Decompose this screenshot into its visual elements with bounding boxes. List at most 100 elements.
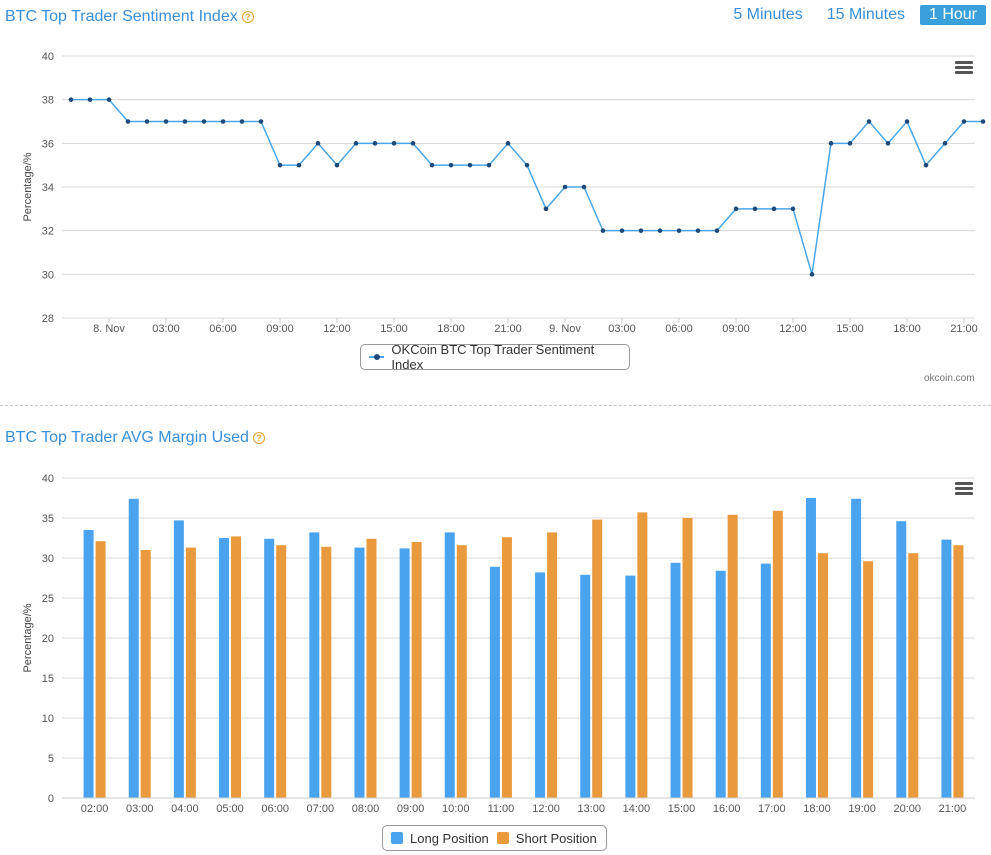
data-point: [619, 228, 625, 233]
short-position-bar: [547, 532, 558, 798]
legend-line-marker-icon: [369, 354, 385, 360]
x-tick-label: 03:00: [608, 323, 636, 335]
x-tick-label: 11:00: [488, 803, 515, 815]
y-tick-label: 10: [42, 713, 54, 725]
y-tick-label: 30: [42, 269, 54, 281]
data-point: [448, 162, 454, 168]
long-position-bar: [128, 498, 139, 798]
y-tick-label: 36: [42, 138, 54, 150]
sentiment-legend[interactable]: OKCoin BTC Top Trader Sentiment Index: [360, 342, 630, 372]
legend-label-short: Short Position: [515, 830, 597, 846]
hamburger-menu-icon[interactable]: [955, 61, 973, 75]
data-point: [980, 119, 986, 124]
y-tick-label: 25: [42, 593, 54, 605]
x-tick-label: 15:00: [836, 323, 864, 335]
short-position-bar: [637, 512, 648, 798]
long-position-bar: [670, 562, 681, 798]
data-point: [524, 162, 530, 168]
short-position-bar: [185, 547, 196, 798]
x-tick-label: 09:00: [722, 323, 750, 335]
short-position-bar: [953, 545, 964, 798]
data-point: [942, 141, 948, 146]
y-axis-label: Percentage/%: [22, 603, 34, 672]
x-tick-label: 13:00: [577, 803, 605, 815]
chart-credit[interactable]: okcoin.com: [924, 373, 975, 384]
data-point: [296, 162, 302, 168]
y-tick-label: 35: [42, 513, 54, 525]
long-position-bar: [896, 521, 907, 798]
short-position-bar: [908, 553, 919, 798]
long-swatch-icon: [391, 832, 403, 844]
data-point: [904, 119, 910, 124]
short-position-bar: [682, 518, 693, 798]
short-swatch-icon: [496, 832, 509, 844]
question-circle-icon[interactable]: ?: [252, 432, 265, 444]
data-point: [885, 141, 891, 146]
x-tick-label: 21:00: [950, 323, 978, 335]
long-position-bar: [354, 547, 365, 798]
x-tick-label: 05:00: [216, 803, 244, 815]
short-position-bar: [411, 542, 422, 798]
data-point: [391, 141, 397, 146]
x-tick-label: 15:00: [380, 323, 408, 335]
y-tick-label: 40: [42, 51, 54, 63]
tab-15-minutes[interactable]: 15 Minutes: [826, 6, 905, 23]
x-tick-label: 06:00: [209, 323, 237, 335]
long-position-bar: [264, 538, 275, 798]
data-point: [695, 228, 701, 233]
data-point: [752, 206, 758, 212]
long-position-bar: [83, 530, 94, 798]
long-position-bar: [715, 570, 726, 798]
margin-bar-chart: 0 5 10 15 20 25 30 35 40 Percentage/% 02:00 03:00 04…: [22, 473, 975, 815]
data-point: [334, 162, 340, 168]
data-point: [866, 119, 872, 124]
long-position-bar: [309, 532, 320, 798]
y-tick-label: 34: [42, 182, 54, 194]
legend-item-long[interactable]: Long Position: [391, 831, 489, 846]
data-point: [87, 97, 93, 102]
y-tick-label: 0: [48, 793, 54, 805]
data-point: [68, 97, 74, 102]
y-tick-label: 20: [42, 633, 54, 645]
x-tick-label: 12:00: [532, 803, 560, 815]
x-tick-label: 04:00: [171, 803, 199, 815]
margin-legend[interactable]: Long Position Short Position: [382, 825, 607, 851]
x-tick-label: 15:00: [668, 803, 696, 815]
legend-item-sentiment[interactable]: OKCoin BTC Top Trader Sentiment Index: [369, 342, 621, 372]
legend-item-short[interactable]: Short Position: [496, 830, 597, 846]
x-tick-label: 18:00: [803, 803, 831, 815]
x-tick-label: 03:00: [152, 323, 180, 335]
data-point: [714, 228, 720, 233]
x-tick-label: 18:00: [893, 323, 921, 335]
long-position-bar: [851, 498, 862, 798]
short-position-bar: [863, 561, 874, 798]
data-point: [163, 119, 169, 124]
data-point: [733, 206, 739, 212]
short-position-bar: [501, 537, 512, 798]
long-position-bar: [535, 572, 546, 798]
tab-1-hour[interactable]: 1 Hour: [919, 5, 986, 25]
x-tick-label: 09:00: [397, 803, 425, 815]
x-tick-label: 03:00: [126, 803, 154, 815]
question-circle-icon[interactable]: ?: [241, 11, 254, 23]
data-point: [429, 162, 435, 168]
x-tick-label: 21:00: [939, 803, 967, 815]
short-position-bar: [140, 550, 151, 798]
short-position-bar: [817, 553, 828, 798]
data-point: [657, 228, 663, 233]
short-position-bar: [592, 519, 603, 798]
x-tick-label: 12:00: [323, 323, 351, 335]
y-tick-label: 30: [42, 553, 54, 565]
data-point: [638, 228, 644, 233]
long-position-bar: [625, 575, 636, 798]
y-tick-label: 38: [42, 95, 54, 107]
tab-5-minutes[interactable]: 5 Minutes: [733, 6, 803, 23]
long-position-bar: [760, 563, 771, 798]
data-point: [771, 206, 777, 212]
data-point: [486, 162, 492, 168]
data-point: [562, 184, 568, 190]
long-position-bar: [173, 520, 184, 798]
hamburger-menu-icon[interactable]: [955, 482, 973, 496]
data-point: [847, 141, 853, 146]
long-position-bar: [580, 574, 591, 798]
